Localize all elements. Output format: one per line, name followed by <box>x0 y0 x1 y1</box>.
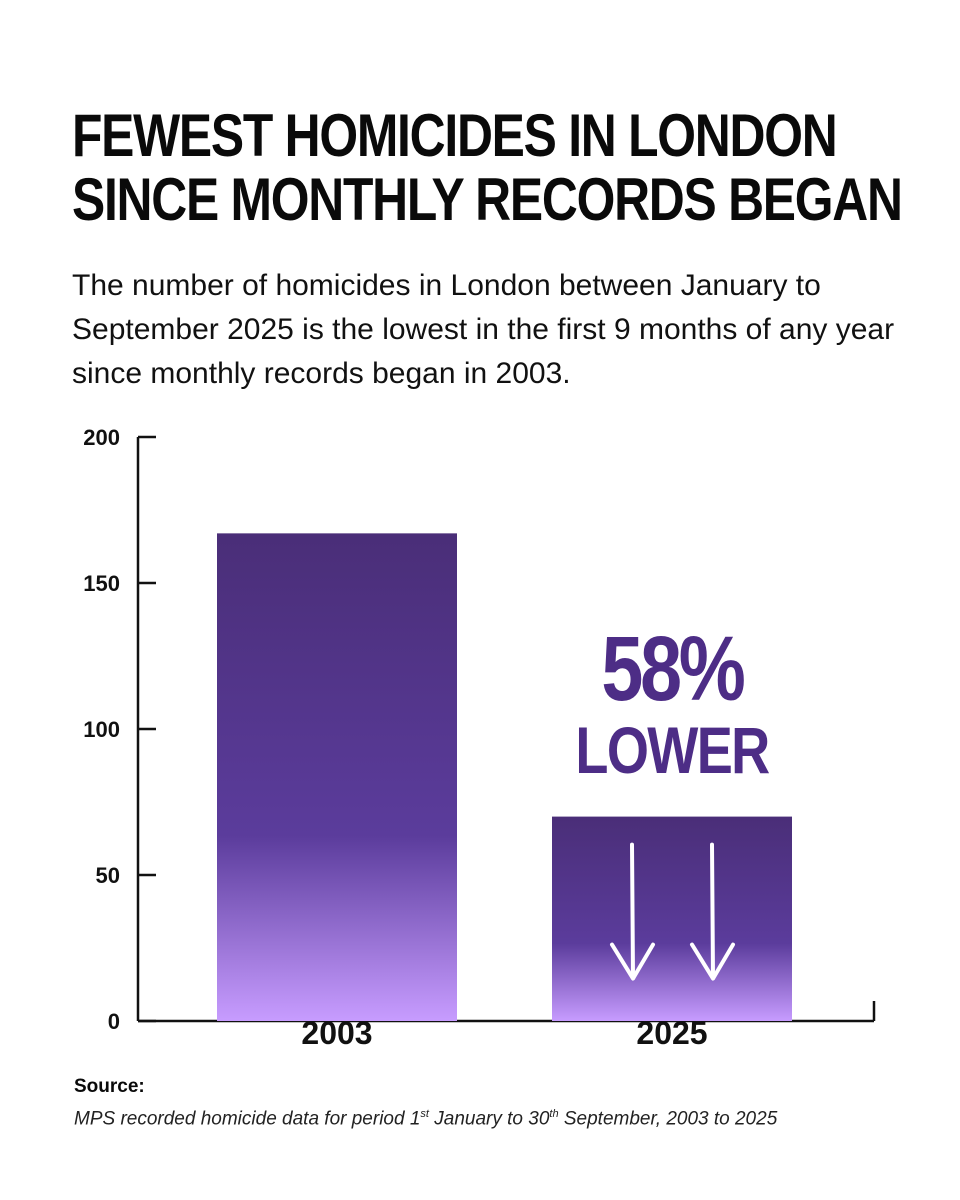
down-arrow-head <box>610 942 655 981</box>
bar-chart: 0 50 100 150 200 2003 2025 58%LOWER <box>83 425 876 1051</box>
bar-2003 <box>217 533 457 1021</box>
down-arrow-shaft <box>710 842 715 979</box>
source-sup-b: th <box>549 1108 559 1120</box>
annotation-lower: LOWER <box>575 713 769 787</box>
down-arrow-icon <box>690 842 735 981</box>
source-text: MPS recorded homicide data for period 1s… <box>74 1108 777 1130</box>
y-tick-label: 200 <box>83 425 120 450</box>
y-tick-label: 100 <box>83 717 120 742</box>
y-tick-label: 150 <box>83 571 120 596</box>
source-sup-a: st <box>420 1108 429 1120</box>
x-tick-label: 2003 <box>301 1015 372 1051</box>
chart-title: Fewest homicides in London since monthly… <box>72 102 903 233</box>
source-text-c: September, 2003 to 2025 <box>558 1108 778 1130</box>
chart-subtitle: The number of homicides in London betwee… <box>72 269 895 390</box>
title-line-1: Fewest homicides in London <box>72 102 838 169</box>
x-tick-label: 2025 <box>636 1015 707 1051</box>
down-arrow-shaft <box>630 842 635 979</box>
source-label: Source: <box>74 1076 145 1097</box>
down-arrow-icon <box>610 842 655 981</box>
y-tick-label: 0 <box>108 1009 120 1034</box>
annotation-percent: 58% <box>601 617 744 720</box>
source-text-a: MPS recorded homicide data for period 1 <box>74 1108 421 1130</box>
source-text-b: January to 30 <box>428 1108 550 1130</box>
down-arrow-head <box>690 942 735 981</box>
title-line-2: since monthly records began <box>72 166 903 233</box>
bar-2025 <box>552 816 792 1021</box>
y-tick-label: 50 <box>96 863 120 888</box>
